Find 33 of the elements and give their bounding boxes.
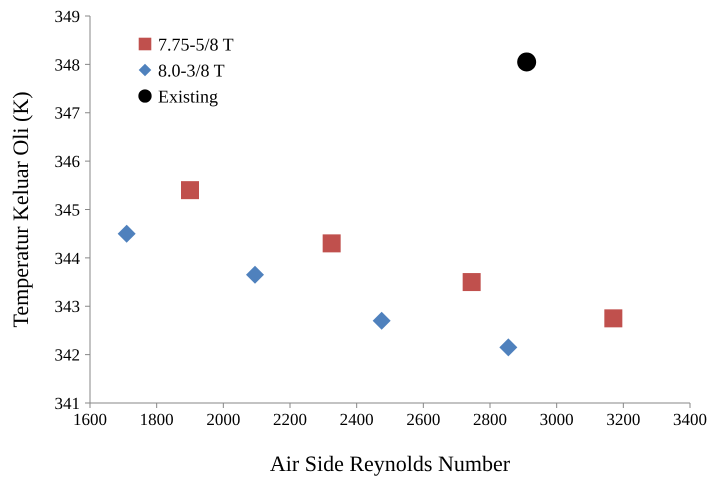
x-tick-label: 1600 [73,410,107,429]
y-tick-label: 346 [54,152,80,172]
y-tick-label: 341 [54,394,80,413]
x-tick-label: 1800 [140,410,174,429]
y-axis-title: Temperatur Keluar Oli (K) [8,91,33,328]
x-tick-label: 2400 [340,410,374,429]
point [462,273,481,292]
legend-label: Existing [158,86,218,106]
point [372,312,391,330]
x-tick-label: 2600 [406,410,440,429]
y-tick-label: 349 [54,6,80,26]
point [517,52,536,72]
y-tick-label: 343 [54,297,80,316]
x-tick-label: 3200 [606,410,640,429]
point [499,338,518,356]
y-tick-label: 348 [54,55,80,74]
legend-label: 8.0-3/8 T [158,60,225,80]
x-tick-label: 2800 [473,410,507,429]
x-tick-label: 3000 [540,410,574,429]
point [322,234,341,252]
point [118,224,136,243]
y-tick-label: 344 [54,248,80,268]
x-tick-label: 2200 [273,410,307,429]
y-tick-label: 345 [54,200,80,220]
y-tick-label: 342 [54,346,80,365]
point [246,266,264,284]
point [604,309,622,328]
x-tick-label: 3400 [673,410,707,429]
x-tick-label: 2000 [206,410,240,429]
point [181,181,199,200]
y-tick-label: 347 [54,104,80,123]
legend-label: 7.75-5/8 T [158,34,234,54]
x-axis-title: Air Side Reynolds Number [270,451,511,476]
